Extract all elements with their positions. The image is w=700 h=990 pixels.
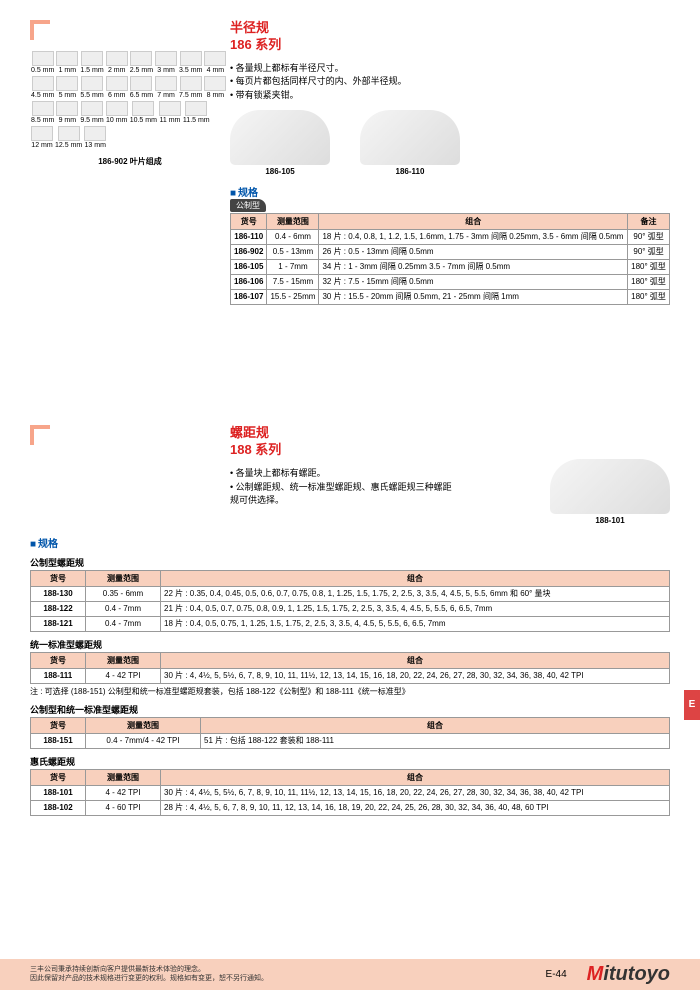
leaf-thumb: 5.5 mm [80,76,103,99]
sec1-bullets: 各量规上都标有半径尺寸。每页片都包括同样尺寸的内、外部半径规。带有锁紧夹钳。 [230,62,670,103]
leaf-thumb: 1 mm [56,51,78,74]
th-code: 货号 [31,571,86,587]
th-code: 货号 [31,718,86,734]
bullet: 带有锁紧夹钳。 [230,89,670,103]
product-label: 186-105 [265,167,294,176]
table-row: 188-1210.4 - 7mm18 片 : 0.4, 0.5, 0.75, 1… [31,617,670,632]
leaf-thumb: 8 mm [204,76,226,99]
leaf-thumb: 6 mm [106,76,128,99]
leaf-thumb: 3.5 mm [179,51,202,74]
section-marker [30,425,50,445]
table-row: 188-1024 - 60 TPI28 片 : 4, 4½, 5, 6, 7, … [31,801,670,816]
sec2-tbl-d: 货号 测量范围 组合 188-1014 - 42 TPI30 片 : 4, 4½… [30,769,670,816]
table-row: 186-1051 - 7mm34 片 : 1 - 3mm 间隔 0.25mm 3… [231,260,670,275]
product-image: 186-110 [360,110,460,176]
th-code: 货号 [31,770,86,786]
th-combo: 组合 [319,214,628,230]
sec2-title-a: 螺距规 [230,425,670,442]
leaf-thumb: 11 mm [159,101,181,124]
page-number: E-44 [546,969,567,980]
leaf-thumb: 2 mm [106,51,128,74]
mitutoyo-logo: Mitutoyo [587,963,670,986]
sec2-tbl-a-head: 公制型螺距规 [30,556,670,569]
table-row: 188-1510.4 - 7mm/4 - 42 TPI51 片 : 包括 188… [31,734,670,749]
table-row: 186-10715.5 - 25mm30 片 : 15.5 - 20mm 间隔 … [231,290,670,305]
leaf-thumb: 8.5 mm [31,101,54,124]
table-row: 188-1220.4 - 7mm21 片 : 0.4, 0.5, 0.7, 0.… [31,602,670,617]
leaf-thumb: 0.5 mm [31,51,54,74]
table-row: 188-1114 - 42 TPI30 片 : 4, 4½, 5, 5½, 6,… [31,669,670,684]
sec2-tbl-b: 货号 测量范围 组合 188-1114 - 42 TPI30 片 : 4, 4½… [30,652,670,684]
leaf-thumb: 1.5 mm [80,51,103,74]
leaf-thumb: 9 mm [56,101,78,124]
disclaimer-1: 三丰公司秉承持续创新向客户提供最新技术体验的理念。 [30,966,526,974]
leaf-thumb: 12.5 mm [55,126,82,149]
th-range: 测量范围 [86,718,201,734]
metric-tag: 公制型 [230,199,266,212]
th-combo: 组合 [201,718,670,734]
th-range: 测量范围 [86,770,161,786]
bullet: 每页片都包括同样尺寸的内、外部半径规。 [230,75,670,89]
sec2-note: 注 : 可选择 (188-151) 公制型和统一标准型螺距规套装，包括 188-… [30,687,670,697]
table-row: 188-1300.35 - 6mm22 片 : 0.35, 0.4, 0.45,… [31,587,670,602]
th-code: 货号 [231,214,267,230]
sec2-tbl-c: 货号 测量范围 组合 188-1510.4 - 7mm/4 - 42 TPI51… [30,717,670,749]
table-row: 186-1067.5 - 15mm32 片 : 7.5 - 15mm 间隔 0.… [231,275,670,290]
spec-heading: 规格 [230,184,670,199]
leaf-thumb: 12 mm [31,126,53,149]
leaf-thumb: 4 mm [204,51,226,74]
product-image: 188-101 [550,459,670,525]
leaf-thumbnails: 0.5 mm1 mm1.5 mm2 mm2.5 mm3 mm3.5 mm4 mm… [30,50,230,150]
section-marker [30,20,50,40]
spec-heading: 规格 [30,535,670,550]
th-range: 测量范围 [86,653,161,669]
sec1-title-b: 186 系列 [230,37,670,54]
th-code: 货号 [31,653,86,669]
sec2-tbl-d-head: 惠氏螺距规 [30,755,670,768]
sec2-tbl-c-head: 公制型和统一标准型螺距规 [30,703,670,716]
sec2-tbl-a: 货号 测量范围 组合 188-1300.35 - 6mm22 片 : 0.35,… [30,570,670,632]
leaf-thumb: 2.5 mm [130,51,153,74]
leaf-thumb: 10.5 mm [130,101,157,124]
sec1-spec-table: 货号 测量范围 组合 备注 186-1100.4 - 6mm18 片 : 0.4… [230,213,670,305]
product-image: 186-105 [230,110,330,176]
sec1-title-a: 半径规 [230,20,670,37]
leaf-thumb: 3 mm [155,51,177,74]
page-footer: 三丰公司秉承持续创新向客户提供最新技术体验的理念。 因此保留对产品的技术规格进行… [0,959,700,990]
product-label: 186-110 [396,167,425,176]
section-tab-e: E [684,690,700,720]
leaf-thumb: 9.5 mm [80,101,103,124]
leaf-thumb: 7.5 mm [179,76,202,99]
bullet: 各量规上都标有半径尺寸。 [230,62,670,76]
table-row: 186-1100.4 - 6mm18 片 : 0.4, 0.8, 1, 1.2,… [231,230,670,245]
th-combo: 组合 [161,571,670,587]
bullet: 公制螺距规、统一标准型螺距规、惠氏螺距规三种螺距规可供选择。 [230,481,460,508]
th-combo: 组合 [161,653,670,669]
sec2-bullets: 各量块上都标有螺距。公制螺距规、统一标准型螺距规、惠氏螺距规三种螺距规可供选择。 [230,467,460,517]
sec2-title-b: 188 系列 [230,442,670,459]
th-combo: 组合 [161,770,670,786]
leaf-thumb: 13 mm [84,126,106,149]
leaf-thumb: 7 mm [155,76,177,99]
th-range: 测量范围 [86,571,161,587]
bullet: 各量块上都标有螺距。 [230,467,460,481]
thumbs-caption: 186-902 叶片组成 [30,156,230,167]
leaf-thumb: 6.5 mm [130,76,153,99]
disclaimer-2: 因此保留对产品的技术规格进行变更的权利。规格如有变更，恕不另行通知。 [30,975,526,983]
th-range: 测量范围 [267,214,319,230]
leaf-thumb: 10 mm [106,101,128,124]
leaf-thumb: 5 mm [56,76,78,99]
table-row: 186-9020.5 - 13mm26 片 : 0.5 - 13mm 间隔 0.… [231,245,670,260]
table-row: 188-1014 - 42 TPI30 片 : 4, 4½, 5, 5½, 6,… [31,786,670,801]
sec2-tbl-b-head: 统一标准型螺距规 [30,638,670,651]
leaf-thumb: 11.5 mm [183,101,210,124]
product-label: 188-101 [595,516,624,525]
leaf-thumb: 4.5 mm [31,76,54,99]
th-note: 备注 [628,214,670,230]
